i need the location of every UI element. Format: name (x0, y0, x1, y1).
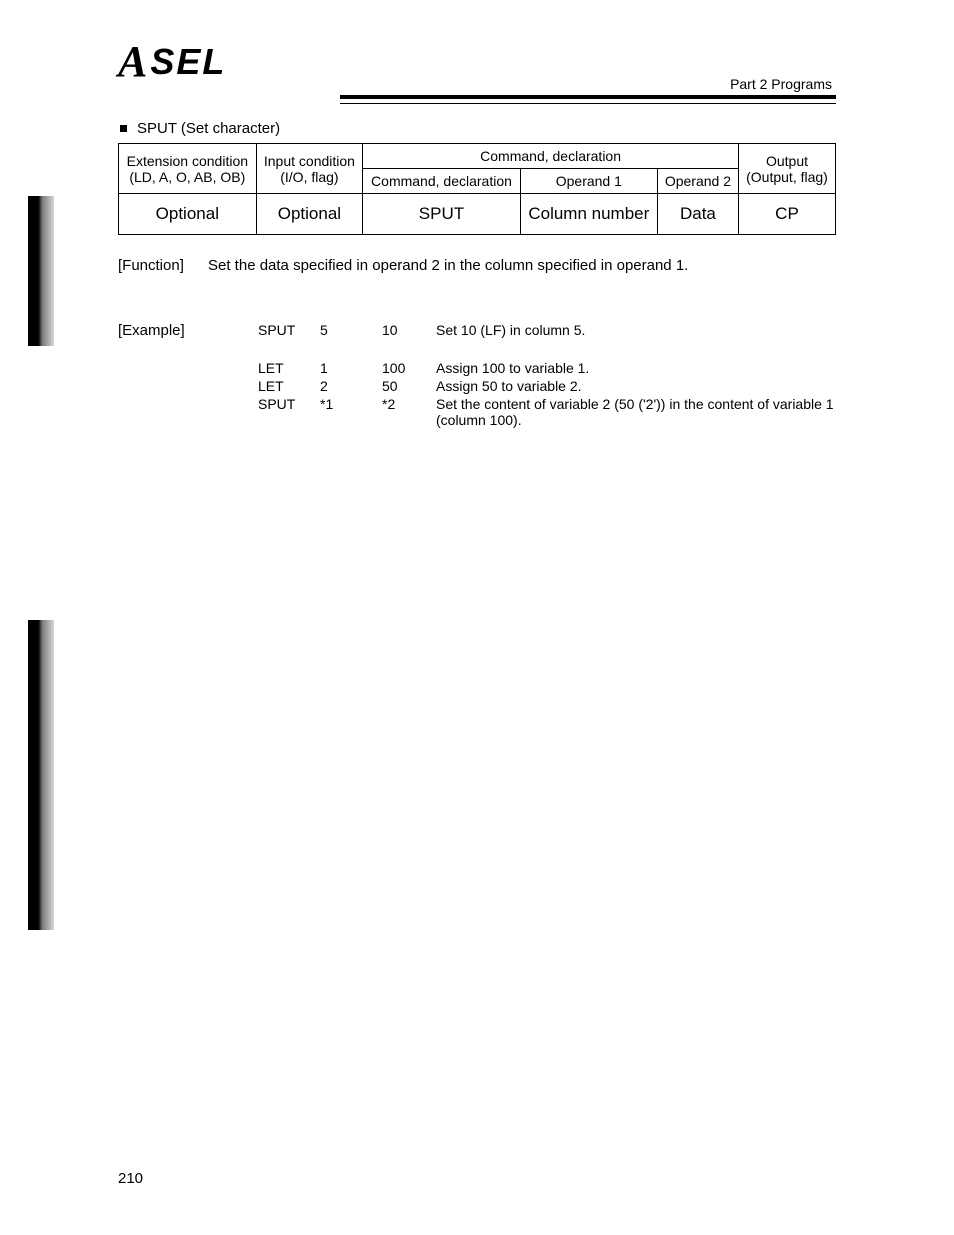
logo-letter-a: A (118, 36, 146, 87)
example-desc: Set 10 (LF) in column 5. (436, 322, 836, 338)
th-input-cond-1: Input condition (263, 153, 357, 169)
content: SPUT (Set character) Extension condition… (118, 120, 836, 430)
bullet-icon (120, 125, 127, 132)
th-input-cond-2: (I/O, flag) (263, 169, 357, 185)
example-op1: *1 (320, 396, 382, 428)
th-cmd-decl: Command, declaration (363, 144, 739, 169)
th-cmd-decl-sub: Command, declaration (363, 169, 521, 194)
th-input-cond: Input condition (I/O, flag) (256, 144, 363, 194)
example-desc: Set the content of variable 2 (50 ('2'))… (436, 396, 836, 428)
page-number: 210 (118, 1170, 143, 1187)
example-block: [Example] SPUT510Set 10 (LF) in column 5… (118, 322, 836, 430)
th-output-2: (Output, flag) (745, 169, 829, 185)
example-row: LET250Assign 50 to variable 2. (258, 378, 836, 394)
example-op1: 1 (320, 360, 382, 376)
example-row: LET1100Assign 100 to variable 1. (258, 360, 836, 376)
side-tab-gradient (28, 620, 54, 930)
example-cmd: SPUT (258, 322, 320, 338)
side-tab-gradient (28, 196, 54, 346)
header-part-label: Part 2 Programs (730, 76, 832, 92)
example-op1: 5 (320, 322, 382, 338)
function-row: [Function] Set the data specified in ope… (118, 257, 836, 274)
th-ext-cond: Extension condition (LD, A, O, AB, OB) (119, 144, 257, 194)
example-cmd: SPUT (258, 396, 320, 428)
command-title-text: SPUT (Set character) (137, 120, 280, 137)
logo-sel: SEL (150, 41, 226, 83)
header: A SEL Part 2 Programs (118, 36, 836, 87)
td-out: CP (738, 194, 835, 235)
logo: A SEL (118, 36, 836, 87)
th-ext-cond-1: Extension condition (125, 153, 250, 169)
example-op2: 50 (382, 378, 436, 394)
th-operand1: Operand 1 (520, 169, 657, 194)
page: Part 2 Programs Chapter 3 Explanation of… (0, 0, 954, 1235)
function-label: [Function] (118, 257, 208, 274)
td-ext: Optional (119, 194, 257, 235)
th-ext-cond-2: (LD, A, O, AB, OB) (125, 169, 250, 185)
command-title: SPUT (Set character) (118, 120, 836, 137)
header-rule-thick (340, 95, 836, 99)
th-output-1: Output (745, 153, 829, 169)
example-table: SPUT510Set 10 (LF) in column 5.LET1100As… (258, 322, 836, 430)
header-rule-thin (340, 103, 836, 104)
example-cmd: LET (258, 360, 320, 376)
example-op2: 10 (382, 322, 436, 338)
td-cmd: SPUT (363, 194, 521, 235)
td-input: Optional (256, 194, 363, 235)
side-tab-part: Part 2 Programs (28, 196, 54, 346)
function-text: Set the data specified in operand 2 in t… (208, 257, 836, 274)
td-op1: Column number (520, 194, 657, 235)
example-op2: *2 (382, 396, 436, 428)
example-op2: 100 (382, 360, 436, 376)
example-cmd: LET (258, 378, 320, 394)
example-label: [Example] (118, 322, 258, 430)
example-op1: 2 (320, 378, 382, 394)
example-row: SPUT510Set 10 (LF) in column 5. (258, 322, 836, 338)
th-output: Output (Output, flag) (738, 144, 835, 194)
example-desc: Assign 100 to variable 1. (436, 360, 836, 376)
example-desc: Assign 50 to variable 2. (436, 378, 836, 394)
example-row: SPUT*1*2Set the content of variable 2 (5… (258, 396, 836, 428)
td-op2: Data (657, 194, 738, 235)
th-operand2: Operand 2 (657, 169, 738, 194)
command-table: Extension condition (LD, A, O, AB, OB) I… (118, 143, 836, 235)
example-gap (258, 340, 836, 360)
side-tab-chapter: Chapter 3 Explanation of Commands (28, 620, 54, 930)
